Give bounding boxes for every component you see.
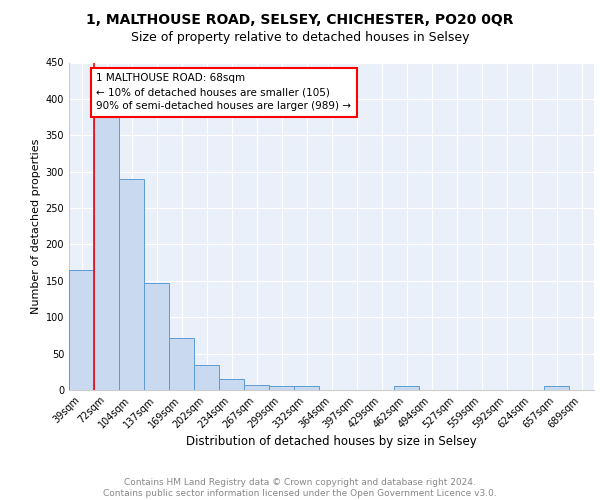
Bar: [94, 117, 119, 390]
Bar: [194, 366, 219, 390]
Bar: [119, 179, 144, 390]
Bar: [169, 338, 194, 390]
Bar: [544, 386, 569, 390]
Bar: [269, 386, 294, 390]
Text: 1, MALTHOUSE ROAD, SELSEY, CHICHESTER, PO20 0QR: 1, MALTHOUSE ROAD, SELSEY, CHICHESTER, P…: [86, 12, 514, 26]
Y-axis label: Number of detached properties: Number of detached properties: [31, 138, 41, 314]
Text: Size of property relative to detached houses in Selsey: Size of property relative to detached ho…: [131, 31, 469, 44]
Bar: [219, 379, 244, 390]
X-axis label: Distribution of detached houses by size in Selsey: Distribution of detached houses by size …: [186, 436, 477, 448]
Bar: [69, 270, 94, 390]
Text: 1 MALTHOUSE ROAD: 68sqm
← 10% of detached houses are smaller (105)
90% of semi-d: 1 MALTHOUSE ROAD: 68sqm ← 10% of detache…: [97, 74, 352, 112]
Bar: [244, 385, 269, 390]
Bar: [294, 386, 319, 390]
Bar: [394, 386, 419, 390]
Bar: [144, 283, 169, 390]
Text: Contains HM Land Registry data © Crown copyright and database right 2024.
Contai: Contains HM Land Registry data © Crown c…: [103, 478, 497, 498]
